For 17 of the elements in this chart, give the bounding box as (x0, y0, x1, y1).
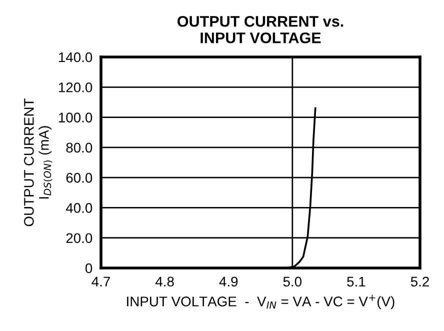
x-tick-label: 4.9 (219, 276, 238, 287)
y-tick-label: 80.0 (66, 142, 92, 153)
y-tick-label: 100.0 (58, 112, 92, 122)
x-tick-label: 4.7 (92, 276, 110, 286)
y-tick-label: 20.0 (66, 233, 92, 244)
x-tick-label: 5.2 (410, 276, 429, 287)
y-tick-label: 120.0 (58, 82, 92, 92)
y-tick-label: 40.0 (66, 203, 92, 213)
x-axis-title: INPUT VOLTAGE - V$_{IN}$ = VA - VC = V$^{+}$(V) (127, 294, 394, 310)
y-tick-label: 0 (85, 263, 92, 274)
x-tick-label: 5.0 (283, 276, 302, 287)
x-tick-label: 5.1 (347, 276, 366, 287)
chart-title: OUTPUT CURRENT vs. INPUT VOLTAGE (178, 16, 344, 44)
y-tick-label: 60.0 (66, 172, 92, 183)
y-tick-label: 140.0 (58, 52, 92, 62)
x-tick-label: 4.8 (155, 276, 174, 287)
y-axis-title: OUTPUT CURRENT I$_{DS(ON)}$ (mA) (24, 98, 52, 226)
